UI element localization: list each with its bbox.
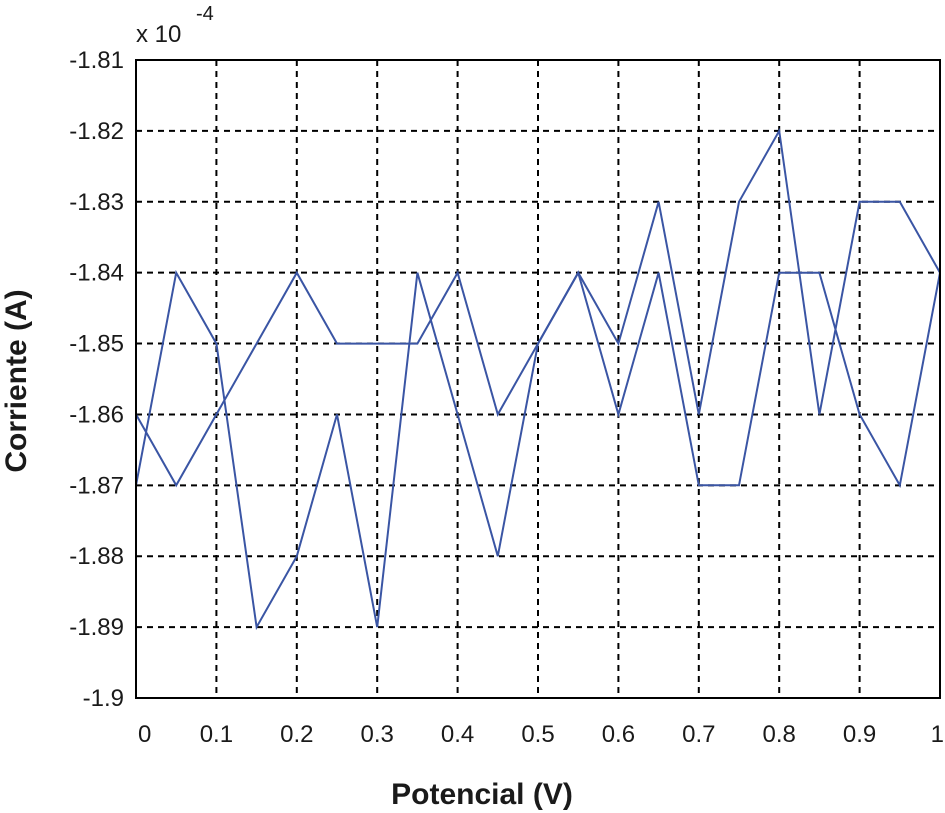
y-tick-label: -1.81 xyxy=(69,47,124,74)
grid xyxy=(136,60,940,698)
x-axis-label: Potencial (V) xyxy=(391,778,573,811)
y-axis-label: Corriente (A) xyxy=(0,289,33,472)
x-tick-label: 0.2 xyxy=(280,721,313,748)
series-line xyxy=(135,127,941,488)
x-tick-label: 0.1 xyxy=(200,721,233,748)
y-tick-labels: -1.81 -1.82 -1.83 -1.84 -1.85 -1.86 -1.87 -1.88… xyxy=(69,47,124,712)
x-tick-labels: 0 0.1 0.2 0.3 0.4 0.5 0.6 0.7 0.8 0.9 1 xyxy=(138,721,944,748)
y-tick-label: -1.83 xyxy=(69,189,124,216)
x-tick-label: 0 xyxy=(138,721,151,748)
y-tick-label: -1.84 xyxy=(69,260,124,287)
y-tick-label: -1.89 xyxy=(69,614,124,641)
y-multiplier-exponent: -4 xyxy=(196,3,214,25)
series-lines xyxy=(135,127,941,631)
x-tick-label: 0.4 xyxy=(441,721,474,748)
y-tick-label: -1.82 xyxy=(69,118,124,145)
x-tick-label: 0.8 xyxy=(763,721,796,748)
y-multiplier-base: x 10 xyxy=(136,21,181,48)
x-tick-label: 0.9 xyxy=(843,721,876,748)
y-tick-label: -1.85 xyxy=(69,331,124,358)
x-tick-label: 0.6 xyxy=(602,721,635,748)
y-tick-label: -1.87 xyxy=(69,472,124,499)
y-tick-label: -1.9 xyxy=(83,685,124,712)
x-tick-label: 0.7 xyxy=(682,721,715,748)
y-tick-label: -1.86 xyxy=(69,401,124,428)
x-tick-label: 1 xyxy=(931,721,944,748)
plot-frame xyxy=(135,59,941,699)
x-tick-label: 0.5 xyxy=(521,721,554,748)
x-tick-label: 0.3 xyxy=(361,721,394,748)
y-tick-label: -1.88 xyxy=(69,543,124,570)
